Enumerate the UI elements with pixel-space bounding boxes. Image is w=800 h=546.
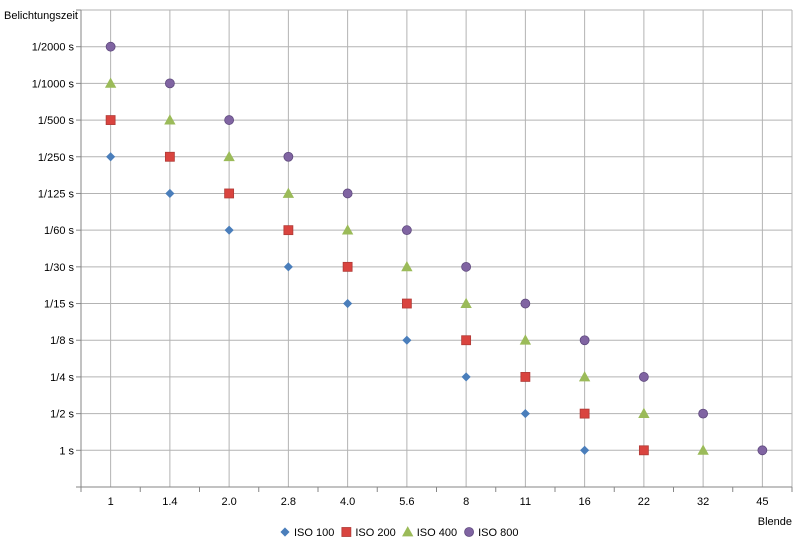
x-tick-label: 2.8 [281, 496, 296, 508]
y-tick-label: 1/250 s [38, 152, 75, 164]
legend: ISO 100 ISO 200 ISO 400 ISO 800 [280, 526, 518, 539]
x-tick-label: 32 [697, 496, 709, 508]
x-tick-label: 1.4 [162, 496, 177, 508]
legend-marker [341, 527, 352, 537]
data-point [401, 298, 412, 309]
legend-marker [402, 526, 414, 537]
data-point [757, 445, 768, 456]
data-point [638, 445, 649, 456]
data-point [282, 187, 295, 198]
y-tick-labels: 1 s 1/2 s 1/4 s 1/8 s 1/15 s 1/30 s 1/60 s 1/12… [32, 42, 75, 458]
data-point [106, 152, 116, 162]
y-tick-label: 1/8 s [50, 335, 74, 347]
y-tick-label: 1/125 s [38, 188, 75, 200]
data-point [638, 372, 649, 382]
grid [81, 9, 793, 487]
y-tick-label: 1/4 s [50, 372, 74, 384]
legend-marker [280, 527, 290, 537]
x-axis-title: Blende [758, 516, 792, 528]
series-iso-800 [105, 41, 768, 456]
y-tick-label: 1/15 s [44, 299, 74, 311]
data-point [579, 335, 590, 346]
data-point [343, 298, 353, 309]
data-points [104, 41, 768, 456]
series-iso-100 [106, 152, 590, 455]
data-point [224, 225, 234, 235]
x-tick-label: 8 [463, 496, 469, 508]
data-point [283, 151, 294, 162]
x-tick-labels: 1 1.4 2.0 2.8 4.0 5.6 8 11 16 22 32 45 [108, 496, 769, 508]
x-tick-label: 11 [520, 496, 531, 508]
data-point [580, 445, 590, 455]
data-point [341, 224, 354, 235]
legend-label: ISO 200 [355, 527, 395, 539]
y-axis-title: Belichtungszeit [4, 10, 78, 22]
data-point [401, 225, 412, 236]
axes [76, 9, 793, 492]
data-point [164, 114, 176, 125]
data-point [579, 408, 590, 419]
data-point [223, 150, 235, 162]
y-tick-label: 1 s [59, 445, 74, 457]
data-point [164, 151, 175, 162]
legend-item: ISO 100 [280, 527, 334, 539]
legend-item: ISO 400 [402, 526, 457, 539]
x-tick-label: 4.0 [340, 496, 355, 508]
data-point [342, 188, 353, 199]
data-point [519, 334, 532, 345]
data-point [164, 78, 175, 89]
data-point [224, 188, 235, 199]
legend-label: ISO 400 [417, 527, 457, 539]
x-tick-label: 16 [579, 496, 591, 508]
data-point [461, 335, 472, 346]
data-point [697, 444, 709, 455]
legend-marker [464, 527, 474, 537]
data-point [520, 298, 531, 309]
data-point [520, 409, 530, 419]
data-point [105, 115, 116, 125]
data-point [520, 372, 531, 382]
x-tick-label: 45 [756, 496, 768, 508]
data-point [283, 225, 294, 236]
series-iso-400 [104, 77, 709, 455]
y-tick-label: 1/60 s [44, 225, 74, 237]
data-point [342, 261, 353, 272]
data-point [461, 261, 472, 272]
y-tick-label: 1/1000 s [32, 78, 75, 90]
data-point [104, 77, 117, 88]
x-tick-label: 1 [108, 496, 114, 508]
legend-item: ISO 800 [464, 527, 518, 539]
data-point [105, 41, 116, 52]
y-tick-label: 1/2000 s [32, 42, 75, 54]
data-point [402, 335, 412, 345]
data-point [224, 115, 235, 125]
data-point [698, 408, 709, 419]
y-tick-label: 1/30 s [44, 262, 74, 274]
data-point [401, 261, 413, 272]
x-tick-label: 5.6 [399, 496, 414, 508]
legend-item: ISO 200 [341, 527, 396, 539]
data-point [638, 407, 650, 419]
data-point [461, 372, 471, 382]
data-point [460, 297, 472, 308]
legend-label: ISO 100 [294, 527, 334, 539]
x-tick-label: 22 [638, 496, 650, 508]
data-point [283, 262, 293, 272]
series-iso-200 [105, 115, 649, 456]
data-point [578, 371, 591, 382]
y-tick-label: 1/2 s [50, 409, 74, 421]
data-point [165, 188, 175, 199]
x-tick-label: 2.0 [221, 496, 236, 508]
y-tick-label: 1/500 s [38, 115, 75, 127]
legend-label: ISO 800 [478, 527, 518, 539]
